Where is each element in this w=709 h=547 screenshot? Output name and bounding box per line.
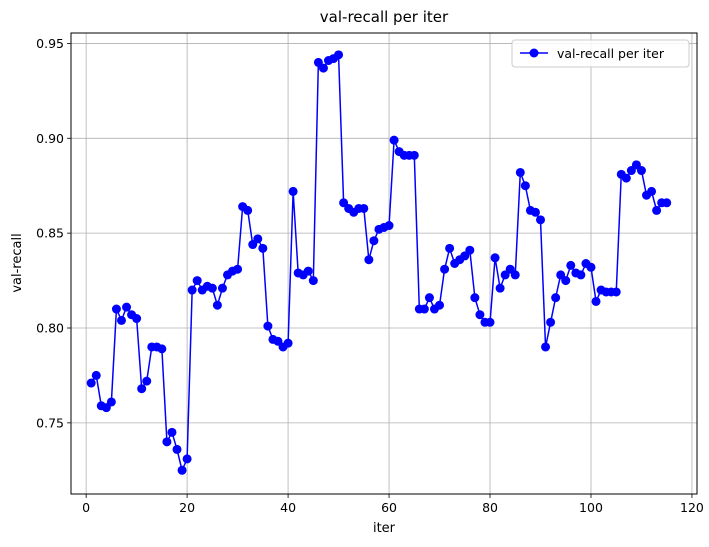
y-tick-label: 0.75 [36, 415, 64, 430]
data-point [106, 397, 116, 407]
data-point [520, 181, 530, 191]
data-point [530, 207, 540, 217]
data-point [334, 50, 344, 60]
data-point [576, 270, 586, 280]
data-point [490, 253, 500, 263]
data-point [253, 234, 263, 244]
x-tick-label: 0 [82, 500, 90, 515]
legend-marker [529, 48, 539, 58]
data-point [662, 198, 672, 208]
data-point [636, 166, 646, 176]
data-point [364, 255, 374, 265]
data-point [308, 276, 318, 286]
data-point [288, 186, 298, 196]
data-point [369, 236, 379, 246]
data-point [384, 221, 394, 231]
y-tick-label: 0.85 [36, 226, 64, 241]
x-tick-label: 80 [482, 500, 498, 515]
data-point [142, 376, 152, 386]
data-point [621, 173, 631, 183]
legend: val-recall per iter [511, 39, 690, 68]
data-point [591, 296, 601, 306]
y-tick-label: 0.95 [36, 36, 64, 51]
data-point [389, 135, 399, 145]
data-point [132, 314, 142, 324]
chart-title: val-recall per iter [320, 8, 449, 26]
y-axis-label: val-recall [10, 233, 25, 292]
data-point [283, 338, 293, 348]
data-point [359, 203, 369, 213]
series-layer [86, 50, 672, 475]
data-point [536, 215, 545, 225]
x-axis-label: iter [373, 521, 396, 536]
x-tick-label: 20 [179, 500, 195, 515]
y-tick-label: 0.90 [36, 131, 64, 146]
y-tick-label: 0.80 [36, 321, 64, 336]
data-point [172, 444, 182, 454]
data-point [122, 302, 132, 312]
data-point [157, 344, 167, 354]
data-point [303, 266, 313, 276]
data-point [485, 317, 495, 327]
data-point [86, 378, 96, 388]
data-point [586, 262, 596, 272]
data-point [177, 465, 187, 475]
data-point [440, 264, 450, 274]
data-point [419, 304, 429, 314]
axes-frame [70, 32, 698, 495]
legend-box [511, 39, 690, 68]
data-point [470, 293, 480, 303]
data-point [435, 300, 445, 310]
data-point [217, 283, 227, 293]
data-point [263, 321, 273, 331]
data-point [510, 270, 520, 280]
data-point [546, 317, 556, 327]
data-point [541, 342, 551, 352]
series-line [90, 54, 667, 472]
x-tick-label: 40 [280, 500, 296, 515]
data-point [187, 285, 197, 295]
data-point [551, 293, 561, 303]
data-point [192, 276, 202, 286]
legend-label: val-recall per iter [557, 46, 665, 61]
data-point [652, 205, 662, 215]
data-point [116, 315, 126, 325]
data-point [566, 260, 576, 270]
data-point [445, 243, 455, 253]
data-point [409, 150, 419, 160]
data-point [561, 276, 571, 286]
data-point [424, 293, 434, 303]
x-tick-label: 120 [680, 500, 704, 515]
x-tick-label: 100 [579, 500, 603, 515]
grid [71, 33, 697, 494]
data-point [647, 186, 657, 196]
data-point [182, 454, 192, 464]
data-point [243, 205, 253, 215]
data-point [611, 287, 621, 297]
data-point [465, 245, 475, 255]
data-point [111, 304, 121, 314]
data-point [318, 63, 328, 73]
data-point [515, 167, 525, 177]
data-point [137, 384, 147, 394]
data-point [207, 283, 217, 293]
data-point [91, 370, 101, 380]
data-point [162, 437, 172, 447]
ticks: 0 20 40 60 80 100 120 0.75 0.80 0.85 0.90 0.95 [36, 36, 704, 515]
x-tick-label: 60 [381, 500, 397, 515]
data-point [233, 264, 243, 274]
data-point [475, 310, 485, 320]
data-point [212, 300, 222, 310]
data-point [495, 283, 505, 293]
data-point [258, 243, 268, 253]
data-point [167, 427, 177, 437]
